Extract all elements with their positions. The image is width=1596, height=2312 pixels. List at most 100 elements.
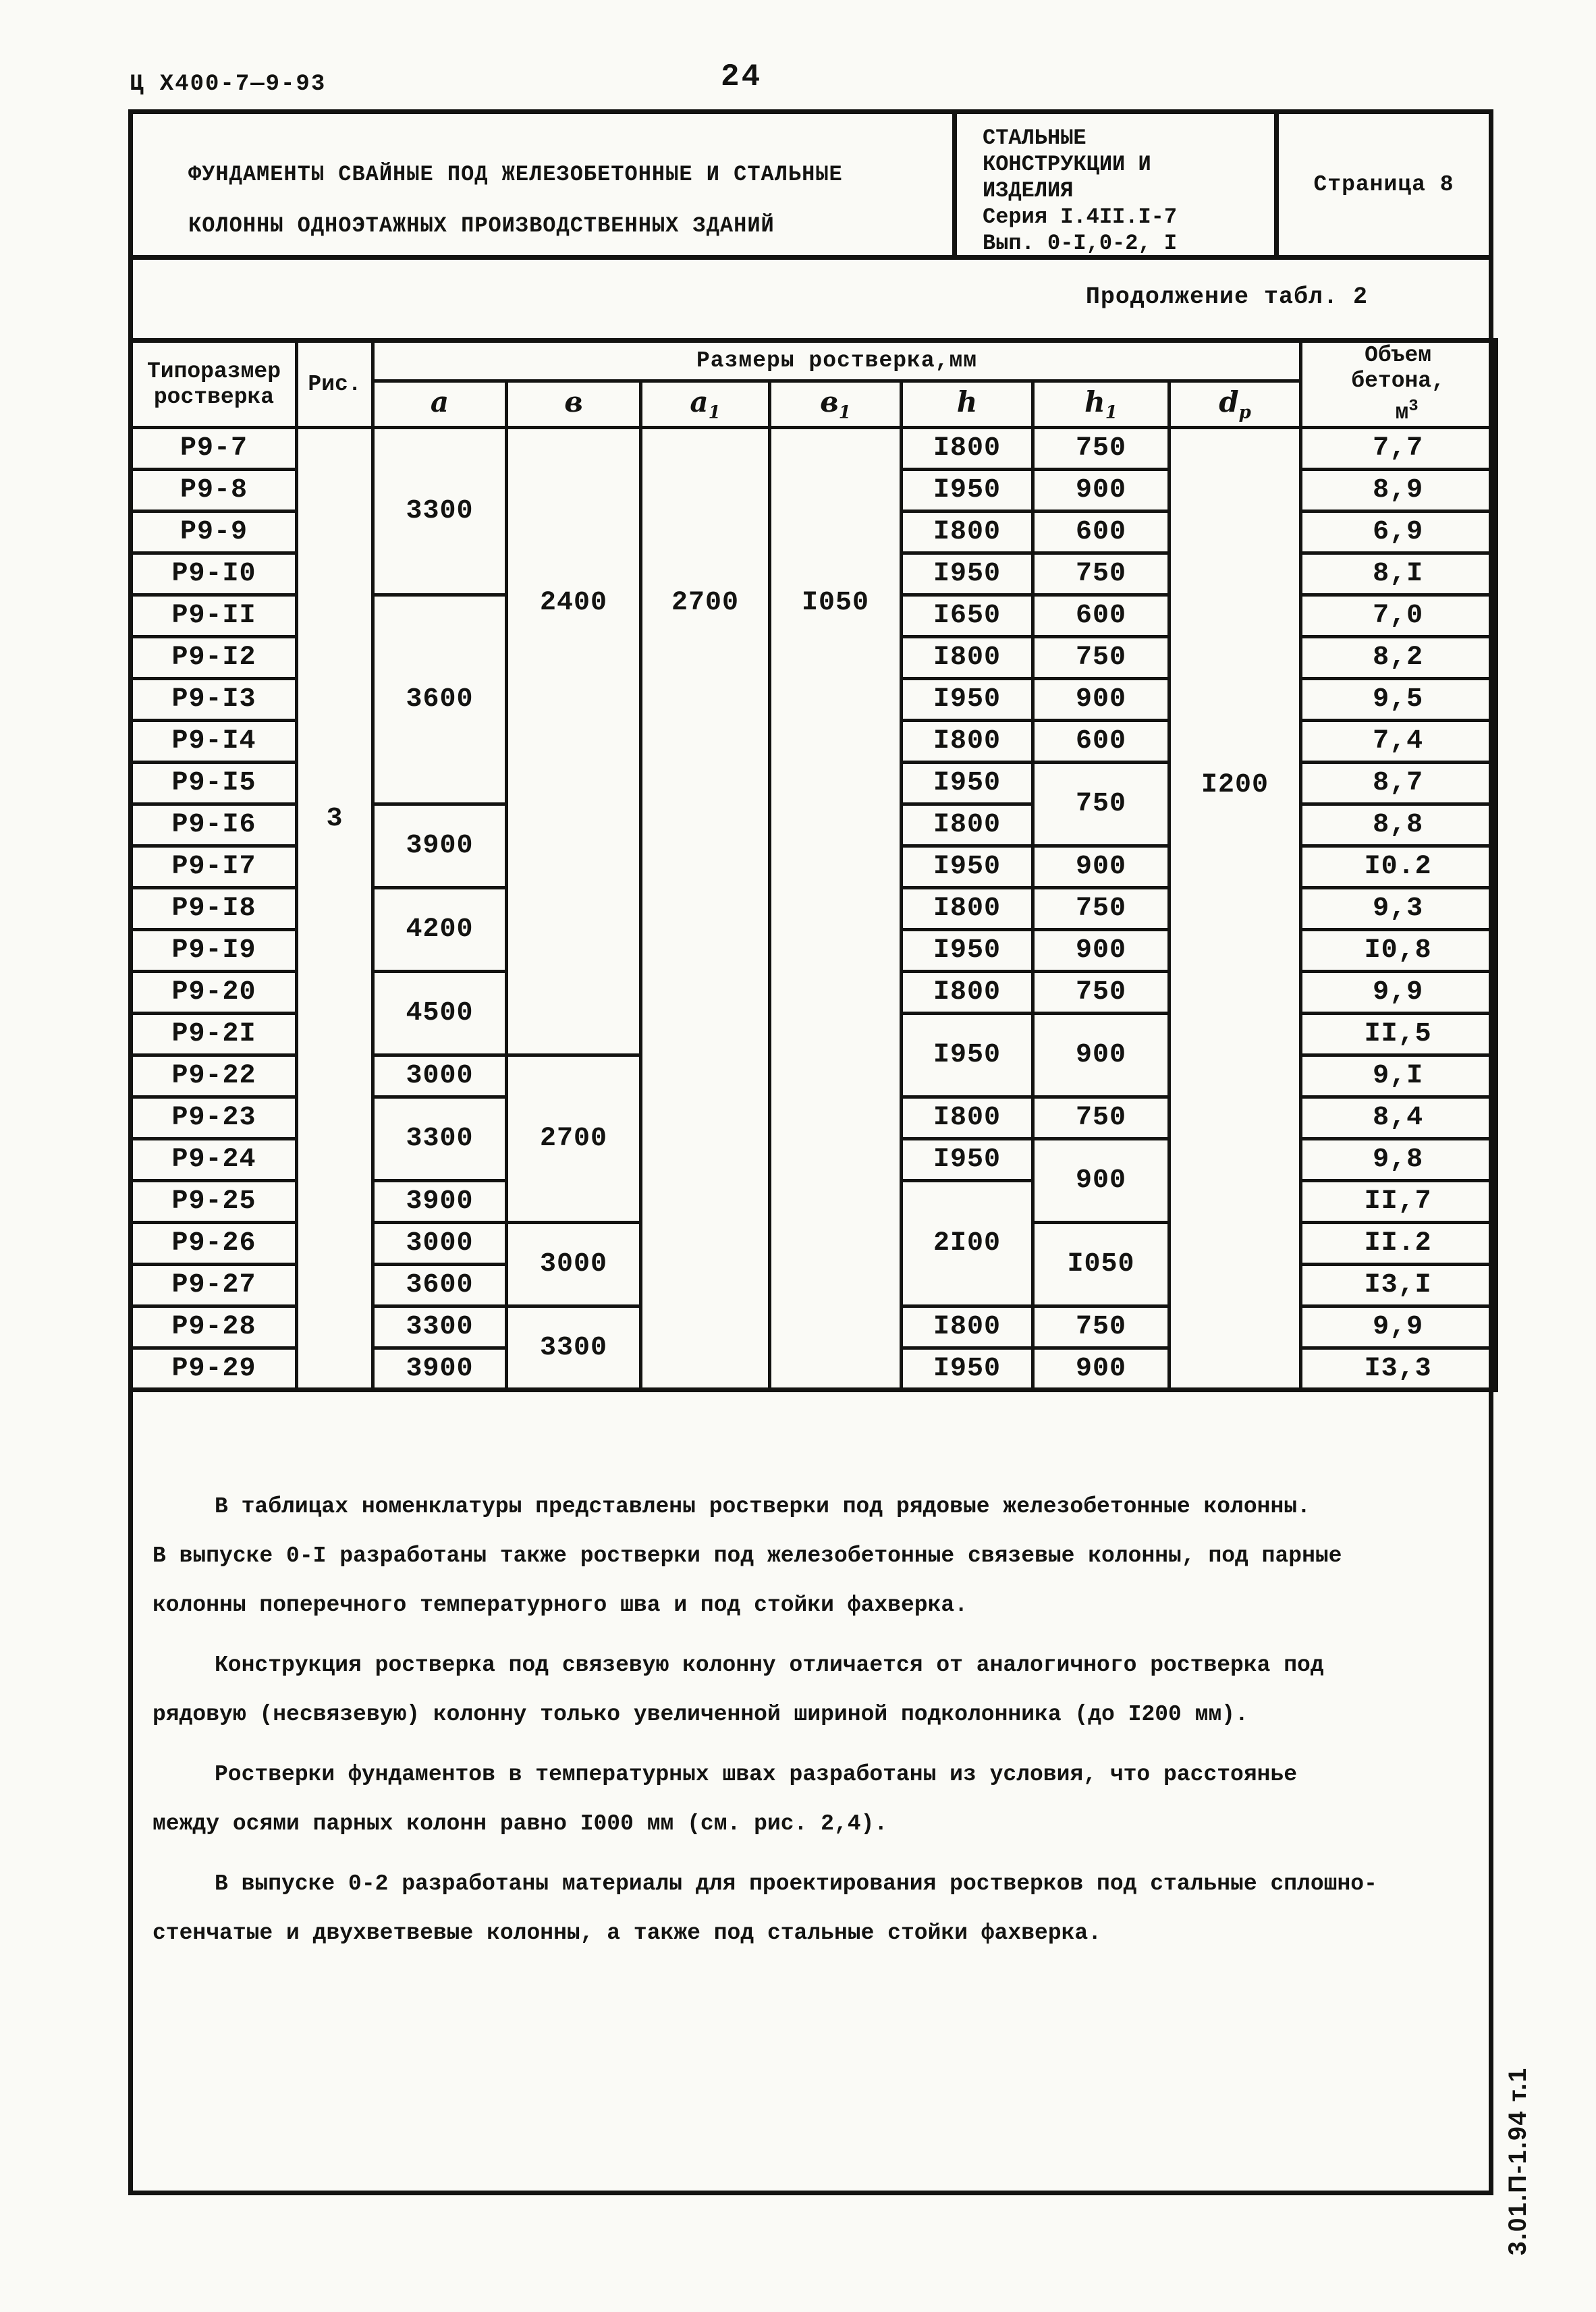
document-title: ФУНДАМЕНТЫ СВАЙНЫЕ ПОД ЖЕЛЕЗОБЕТОННЫЕ И … [133, 114, 952, 255]
table-row: Р9-I2 I800 750 8,2 [129, 635, 1498, 680]
row-label: Р9-24 [129, 1137, 298, 1182]
table-cell: I800 [900, 510, 1035, 555]
table-cell: 9,5 [1299, 677, 1498, 722]
table-cell: 600 [1031, 719, 1171, 764]
row-label: Р9-27 [129, 1263, 298, 1308]
table-row: Р9-I4 I800 600 7,4 [129, 719, 1498, 764]
paragraph-line: В таблицах номенклатуры представлены рос… [215, 1494, 1311, 1519]
row-label: Р9-9 [129, 510, 298, 555]
paragraph-line: В выпуске 0-I разработаны также ростверк… [153, 1543, 1342, 1568]
column-header-typesize: Типоразмер ростверка [129, 339, 298, 429]
table-continuation-label: Продолжение табл. 2 [1085, 283, 1368, 310]
paragraph-line: Конструкция ростверка под связевую колон… [215, 1653, 1324, 1678]
row-label: Р9-I6 [129, 802, 298, 848]
table-cell: I950 [900, 1012, 1035, 1099]
side-registration-stamp: 3.01.П-1.94 т.1 [1504, 2066, 1531, 2255]
row-label: Р9-29 [129, 1346, 298, 1392]
row-label: Р9-2I [129, 1012, 298, 1057]
row-label: Р9-I4 [129, 719, 298, 764]
table-cell: 3300 [371, 426, 508, 597]
table-cell: 7,4 [1299, 719, 1498, 764]
table-row: Р9-I6 3900 I800 8,8 [129, 802, 1498, 889]
paragraph-line: Ростверки фундаментов в температурных шв… [215, 1762, 1298, 1787]
table-cell: 2400 [505, 426, 642, 1057]
table-cell: I950 [900, 928, 1035, 973]
table-row: Р9-29 3900 I950 900 I3,3 [129, 1346, 1498, 1392]
page-number: 24 [721, 59, 763, 94]
row-label: Р9-20 [129, 970, 298, 1015]
table-cell: I0,8 [1299, 928, 1498, 973]
table-cell: 8,2 [1299, 635, 1498, 680]
table-subheader-row: а в а1 в1 h h1 dр [131, 379, 1496, 430]
table-cell: 6,9 [1299, 510, 1498, 555]
table-cell: I800 [900, 1095, 1035, 1140]
table-row: Р9-8 I950 900 8,9 [129, 468, 1498, 513]
row-label: Р9-I8 [129, 886, 298, 931]
table-cell: 3900 [371, 1346, 508, 1392]
table-row: Р9-25 3900 2I00 II,7 [129, 1179, 1498, 1308]
series-line: Вып. 0-I,0-2, I [983, 231, 1178, 256]
row-label: Р9-I3 [129, 677, 298, 722]
table-cell: 3300 [371, 1095, 508, 1182]
table-cell: 3900 [371, 802, 508, 889]
table-cell: I650 [900, 593, 1035, 638]
column-header-h1: h1 [1031, 379, 1171, 430]
table-cell: 9,9 [1299, 970, 1498, 1015]
column-header-a: а [371, 379, 508, 430]
table-cell: 750 [1031, 1304, 1171, 1350]
table-cell: 3900 [371, 1179, 508, 1224]
table-cell: I800 [900, 1304, 1035, 1350]
table-cell: 2700 [505, 1053, 642, 1224]
title-line-1: ФУНДАМЕНТЫ СВАЙНЫЕ ПОД ЖЕЛЕЗОБЕТОННЫЕ И … [188, 162, 843, 187]
series-line: Серия I.4II.I-7 [983, 204, 1178, 229]
table-row: Р9-23 3300 I800 750 8,4 [129, 1095, 1498, 1182]
table-cell: 2I00 [900, 1179, 1035, 1308]
table-cell: I950 [900, 1137, 1035, 1182]
volume-unit: м3 [1395, 397, 1419, 425]
row-label: Р9-28 [129, 1304, 298, 1350]
paragraph-line: рядовую (несвязевую) колонну только увел… [153, 1702, 1248, 1727]
title-line-2: КОЛОННЫ ОДНОЭТАЖНЫХ ПРОИЗВОДСТВЕННЫХ ЗДА… [188, 213, 775, 238]
table-row: Р9-I3 I950 900 9,5 [129, 677, 1498, 722]
table-cell: I3,I [1299, 1263, 1498, 1308]
table-cell: 750 [1031, 970, 1171, 1015]
table-cell: I950 [900, 761, 1035, 806]
table-cell: I800 [900, 802, 1035, 848]
table-row: Р9-24 I950 900 9,8 [129, 1137, 1498, 1224]
paragraph-line: между осями парных колонн равно I000 мм … [153, 1811, 888, 1836]
table-row: Р9-I5 I950 750 8,7 [129, 761, 1498, 848]
table-cell: 7,0 [1299, 593, 1498, 638]
table-cell: 9,3 [1299, 886, 1498, 931]
table-cell: 8,7 [1299, 761, 1498, 806]
table-cell: I800 [900, 970, 1035, 1015]
row-label: Р9-I7 [129, 844, 298, 889]
table-row: Р9-II 3600 I650 600 7,0 [129, 593, 1498, 806]
table-cell: 750 [1031, 551, 1171, 597]
table-cell: 9,I [1299, 1053, 1498, 1099]
table-cell: 8,9 [1299, 468, 1498, 513]
table-cell: 3000 [371, 1221, 508, 1266]
row-label: Р9-I0 [129, 551, 298, 597]
doc-code-stamp: Ц Х400-7—9-93 [130, 72, 327, 97]
table-cell: 600 [1031, 593, 1171, 638]
table-row: Р9-7 3 3300 2400 2700 I050 I800 750 I200 7,7 [129, 426, 1498, 1392]
table-cell: 8,8 [1299, 802, 1498, 848]
series-line: КОНСТРУКЦИИ И [983, 152, 1151, 177]
table-row: Р9-26 3000 3000 I050 II.2 [129, 1221, 1498, 1308]
column-header-dp: dр [1167, 379, 1303, 430]
table-cell: I050 [1031, 1221, 1171, 1308]
table-cell: 4500 [371, 970, 508, 1057]
table-cell: 3000 [371, 1053, 508, 1099]
table-cell: 8,I [1299, 551, 1498, 597]
row-label: Р9-23 [129, 1095, 298, 1140]
table-cell: I800 [900, 719, 1035, 764]
table-cell: II,7 [1299, 1179, 1498, 1224]
table-row: Р9-I9 I950 900 I0,8 [129, 928, 1498, 973]
notes-text-block: В таблицах номенклатуры представлены рос… [128, 1482, 1498, 1958]
column-header-b1: в1 [768, 379, 903, 430]
table-cell: I3,3 [1299, 1346, 1498, 1392]
column-header-b: в [505, 379, 642, 430]
table-cell: I800 [900, 635, 1035, 680]
table-cell: 3 [295, 426, 375, 1392]
